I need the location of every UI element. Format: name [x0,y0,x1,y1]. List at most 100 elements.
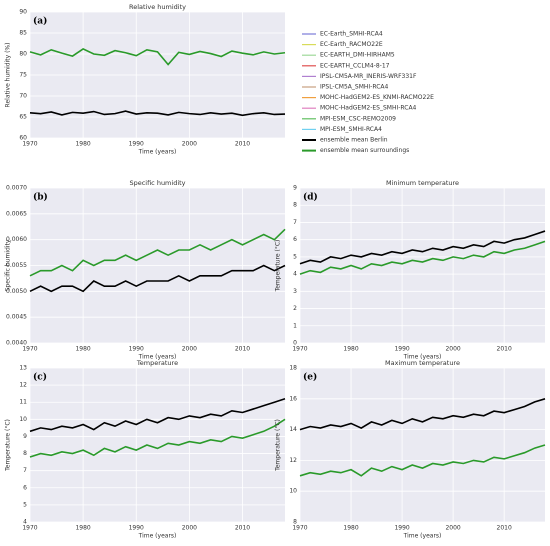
panel-label: (a) [33,16,47,27]
x-tick-label: 2000 [182,525,197,532]
y-tick-label: 3 [293,288,297,295]
y-tick-label: 13 [19,365,27,372]
y-tick-label: 2 [293,305,297,312]
y-tick-label: 70 [19,93,27,100]
y-tick-label: 4 [293,271,297,278]
x-tick-label: 1980 [75,525,90,532]
x-tick-label: 2010 [235,141,250,148]
plot-area [30,368,285,522]
x-tick-label: 2010 [497,346,512,353]
y-axis-label: Temperature (°C) [5,419,12,472]
x-tick-label: 2000 [445,525,460,532]
y-tick-label: 80 [19,51,27,58]
x-tick-label: 1970 [292,346,307,353]
x-tick-label: 1980 [75,141,90,148]
y-tick-label: 0.0065 [6,210,27,217]
x-axis-label: Time (years) [403,533,442,540]
y-tick-label: 0.0045 [6,314,27,321]
y-axis-label: Temperature (°C) [275,240,282,293]
legend-label: MOHC-HadGEM2-ES_KNMI-RACMO22E [320,94,434,101]
ensemble-line [29,418,286,458]
x-tick-label: 2010 [497,525,512,532]
y-tick-label: 16 [289,395,297,402]
y-tick-label: 0.0050 [6,288,27,295]
x-tick-label: 1970 [22,525,37,532]
y-tick-label: 10 [289,488,297,495]
legend-label: MPI-ESM_SMHI-RCA4 [320,126,382,133]
legend-label: EC-EARTH_CCLM4-8-17 [320,62,390,69]
y-tick-label: 90 [19,9,27,16]
y-tick-label: 7 [23,467,27,474]
ensemble-line [299,240,546,275]
x-tick-label: 2000 [182,141,197,148]
plot-area [300,368,545,522]
chart-title: Temperature [136,359,178,367]
x-axis-label: Time (years) [138,533,177,540]
ensemble-line [299,398,546,431]
ensemble-line [29,110,286,117]
ensemble-line [29,398,286,433]
y-tick-label: 75 [19,72,27,79]
y-tick-label: 6 [23,484,27,491]
y-tick-label: 0.0070 [6,185,27,192]
panel-label: (b) [33,192,48,203]
x-tick-label: 1980 [75,346,90,353]
legend-label: ensemble mean Berlin [320,137,388,144]
ensemble-line [29,264,286,293]
chart-title: Specific humidity [129,179,185,187]
y-tick-label: 8 [293,202,297,209]
y-axis-label: Specific humidity [5,239,12,291]
y-tick-label: 11 [19,399,27,406]
x-tick-label: 1970 [22,141,37,148]
y-tick-label: 8 [293,519,297,526]
chart-title: Minimum temperature [386,179,459,187]
y-tick-label: 4 [23,519,27,526]
y-tick-label: 60 [19,135,27,142]
y-tick-label: 85 [19,30,27,37]
x-tick-label: 1980 [343,346,358,353]
ensemble-line [299,230,546,265]
y-tick-label: 18 [289,365,297,372]
x-tick-label: 1990 [129,525,144,532]
y-tick-label: 65 [19,114,27,121]
x-tick-label: 1990 [394,346,409,353]
x-tick-label: 1970 [292,525,307,532]
ensemble-line [299,444,546,477]
x-tick-label: 1990 [394,525,409,532]
x-tick-label: 1990 [129,346,144,353]
panel-label: (e) [303,372,317,383]
ensemble-line [29,48,286,66]
y-tick-label: 14 [289,426,297,433]
legend-label: IPSL-CM5A_SMHI-RCA4 [320,84,388,91]
y-tick-label: 9 [23,433,27,440]
y-tick-label: 10 [19,416,27,423]
x-tick-label: 1970 [22,346,37,353]
legend-label: MPI-ESM_CSC-REMO2009 [320,115,396,122]
chart-title: Relative humidity [129,3,186,11]
plot-area [300,188,545,343]
legend-label: ensemble mean surroundings [320,147,409,154]
x-tick-label: 2000 [182,346,197,353]
y-tick-label: 9 [293,185,297,192]
y-axis-label: Relative humidity (%) [5,43,12,108]
legend-label: EC-EARTH_DMI-HIRHAM5 [320,52,395,59]
y-tick-label: 5 [293,253,297,260]
x-tick-label: 1980 [343,525,358,532]
chart-title: Maximum temperature [385,359,460,367]
y-tick-label: 7 [293,219,297,226]
y-axis-label: Temperature (°C) [275,419,282,472]
ensemble-line [29,228,286,277]
y-tick-label: 12 [19,382,27,389]
y-tick-label: 0.0060 [6,236,27,243]
x-tick-label: 1990 [129,141,144,148]
y-tick-label: 0.0055 [6,262,27,269]
y-tick-label: 6 [293,236,297,243]
legend-label: EC-Earth_SMHI-RCA4 [320,31,383,38]
panel-label: (c) [33,372,47,383]
x-tick-label: 2010 [235,525,250,532]
legend-label: EC-Earth_RACMO22E [320,41,383,48]
x-axis-label: Time (years) [138,354,177,361]
x-axis-label: Time (years) [138,149,177,156]
legend-label: IPSL-CM5A-MR_INERIS-WRF331F [320,73,417,80]
